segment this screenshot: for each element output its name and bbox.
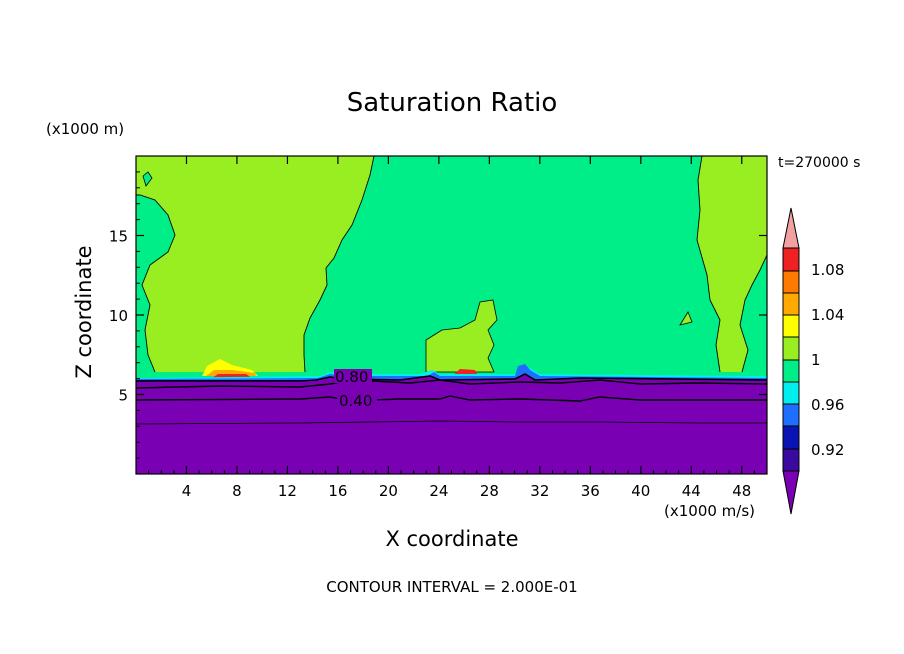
contour-line-lower xyxy=(136,420,767,425)
colorbar-below-min xyxy=(782,470,800,515)
x-axis-label: X coordinate xyxy=(0,527,904,551)
contour-label-bg-0-40 xyxy=(337,393,377,408)
field-region-left-blob xyxy=(142,171,153,187)
contour-interval-label: CONTOUR INTERVAL = 2.000E-01 xyxy=(326,578,578,596)
chart-title: Saturation Ratio xyxy=(346,88,558,118)
x-tick-label: 24 xyxy=(429,482,448,500)
x-tick-label: 32 xyxy=(530,482,549,500)
field-region-center-green xyxy=(425,299,498,373)
contour-line-left-edge xyxy=(136,194,176,373)
colorbar-label-1-04: 1.04 xyxy=(811,306,844,324)
contour-line-left-boundary xyxy=(303,156,375,373)
colorbar-band-1-08 xyxy=(782,247,800,272)
z-unit-label: (x1000 m) xyxy=(46,120,125,138)
contour-line-0-40 xyxy=(136,395,767,402)
x-tick-label: 48 xyxy=(732,482,751,500)
x-tick-label: 44 xyxy=(682,482,701,500)
colorbar-band-1-00 xyxy=(782,336,800,361)
colorbar-label-0-96: 0.96 xyxy=(811,396,844,414)
x-ticks: 4 8 12 16 20 24 28 32 36 40 44 48 xyxy=(148,156,755,500)
y-ticks: 5 10 15 xyxy=(109,171,767,459)
field-region-small-green xyxy=(679,311,693,326)
y-tick-label: 5 xyxy=(118,387,128,405)
time-label: t=270000 s xyxy=(778,155,861,171)
x-tick-label: 16 xyxy=(328,482,347,500)
contour-line-upper xyxy=(136,373,767,382)
colorbar-band-1-02 xyxy=(782,314,800,338)
colorbar-band-1-06 xyxy=(782,270,800,294)
colorbar-band-0-92 xyxy=(782,425,800,450)
field-region-left-green xyxy=(136,156,374,372)
colorbar-band-0-98 xyxy=(782,359,800,383)
contour-label-0-40: 0.40 xyxy=(339,392,372,410)
x-tick-label: 8 xyxy=(232,482,242,500)
x-tick-label: 4 xyxy=(182,482,192,500)
contour-line-right-edge xyxy=(739,254,767,373)
x-tick-label: 28 xyxy=(480,482,499,500)
x-tick-label: 12 xyxy=(278,482,297,500)
x-tick-label: 20 xyxy=(379,482,398,500)
plot-area xyxy=(136,156,767,474)
colorbar: 1.08 1.04 1 0.96 0.92 xyxy=(782,207,844,515)
contour-label-bg-0-80 xyxy=(334,369,372,383)
y-tick-label: 15 xyxy=(109,228,128,246)
x-tick-label: 36 xyxy=(581,482,600,500)
colorbar-label-1-08: 1.08 xyxy=(811,261,844,279)
colorbar-label-0-92: 0.92 xyxy=(811,441,844,459)
colorbar-band-0-96 xyxy=(782,381,800,405)
colorbar-label-1: 1 xyxy=(811,351,821,369)
colorbar-above-max xyxy=(782,207,800,249)
contour-line-right-boundary xyxy=(696,156,721,373)
colorbar-band-0-94 xyxy=(782,403,800,427)
x-tick-label: 40 xyxy=(631,482,650,500)
y-tick-label: 10 xyxy=(109,307,128,325)
field-region-transition-blue xyxy=(136,364,767,382)
field-region-right-green xyxy=(697,156,767,372)
colorbar-band-1-04 xyxy=(782,292,800,316)
contour-label-0-80: 0.80 xyxy=(335,368,368,386)
contour-line-0-80 xyxy=(136,379,767,389)
x-axis-label-text: X coordinate xyxy=(385,527,519,551)
colorbar-band-0-90 xyxy=(782,448,800,472)
x-unit-label: (x1000 m/s) xyxy=(664,502,756,520)
